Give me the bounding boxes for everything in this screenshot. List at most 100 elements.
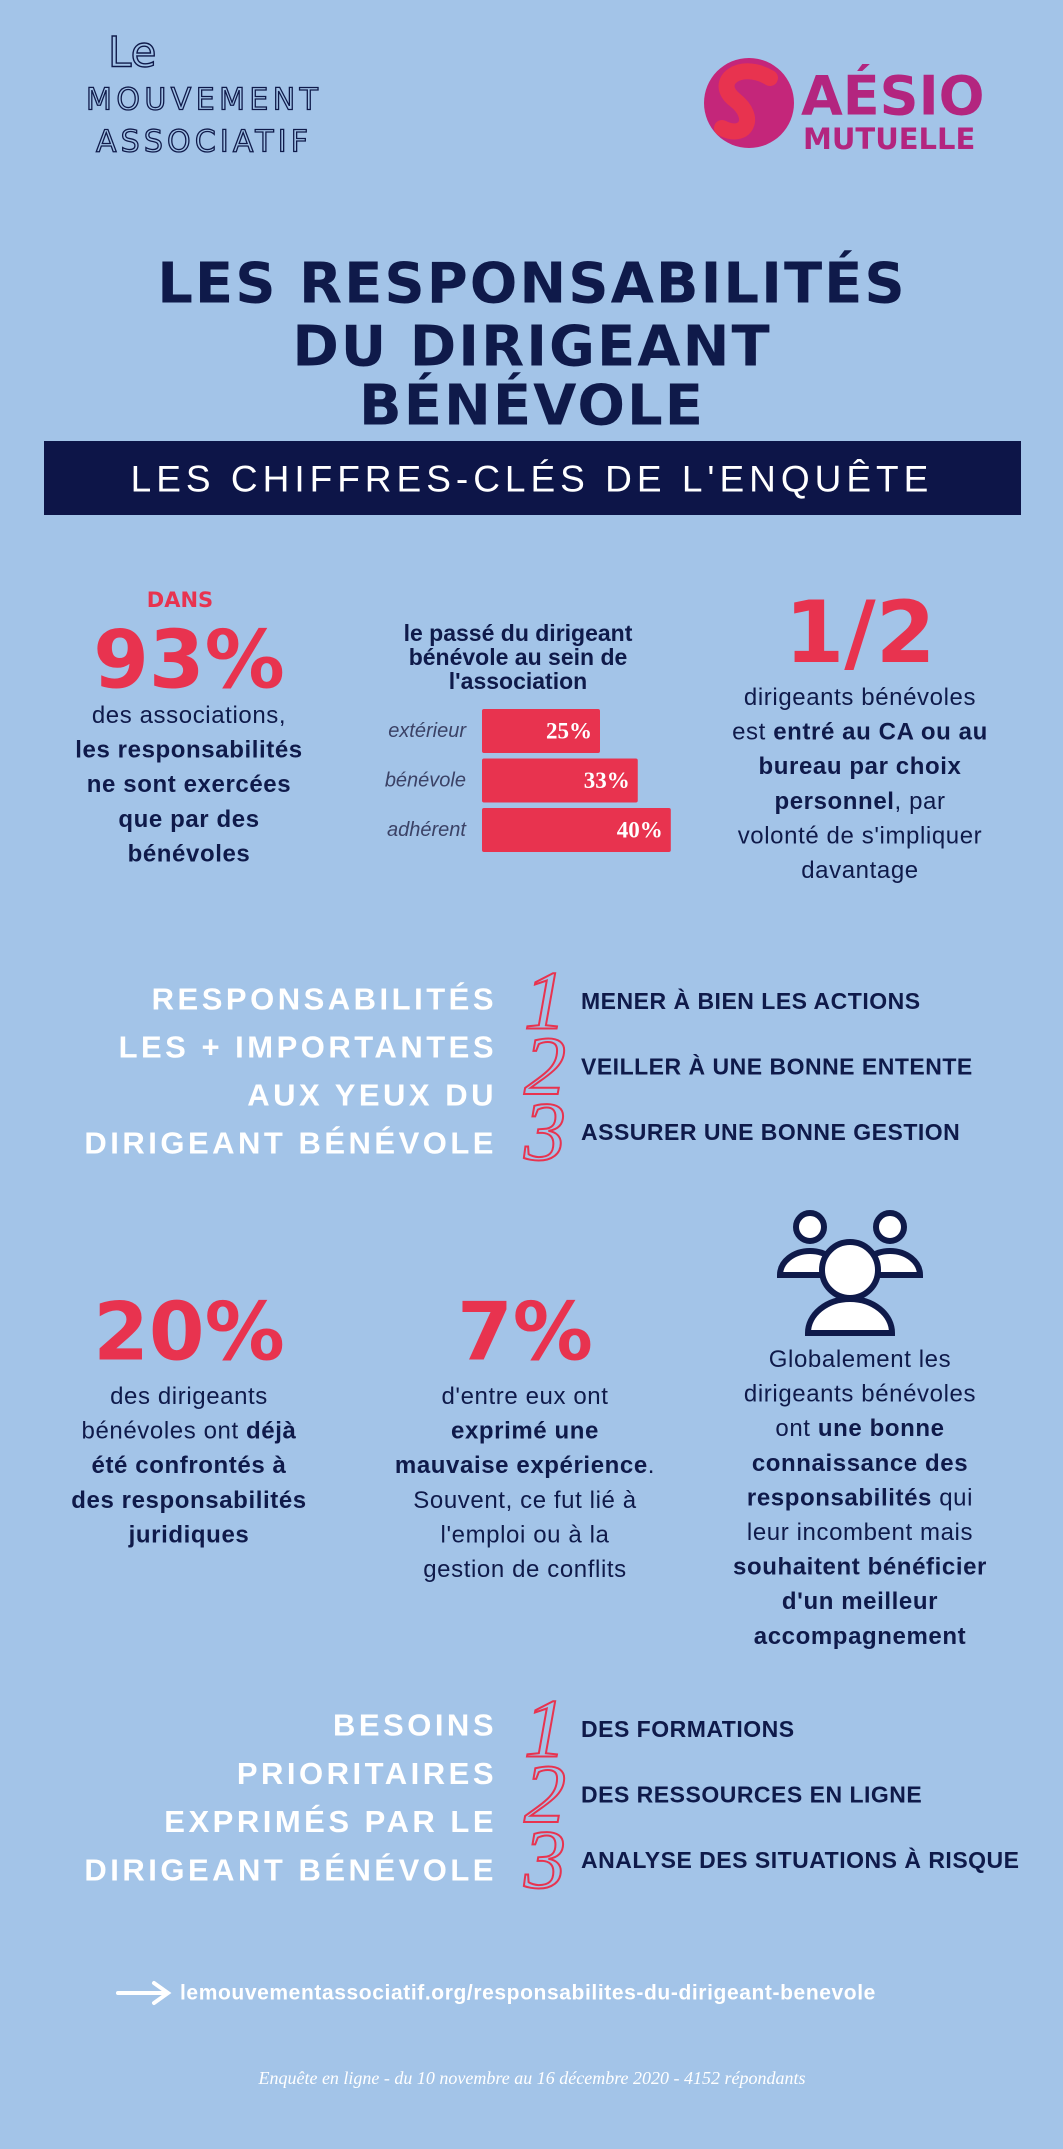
logo-text: Le (108, 28, 157, 77)
paragraph-line: bureau par choix (759, 753, 962, 780)
text-run: dirigeants bénévoles (744, 1380, 976, 1407)
paragraph-line: dirigeants bénévoles (744, 684, 976, 711)
value-label: 40% (617, 818, 663, 843)
text-run-strong: responsabilités (747, 1484, 932, 1511)
logo-text: ASSOCIATIF (96, 125, 308, 160)
paragraph-line: connaissance des (752, 1449, 968, 1476)
key-figure: 7% (457, 1286, 593, 1379)
text-run-strong: souhaitent bénéficier (733, 1553, 987, 1580)
text-run-strong: juridiques (128, 1521, 250, 1548)
text-run: des associations, (92, 702, 286, 729)
text-run-strong: accompagnement (754, 1622, 966, 1649)
text-run-strong: bénévoles (128, 840, 251, 867)
text-run-strong: connaissance des (752, 1449, 968, 1476)
text-run: gestion de conflits (423, 1556, 627, 1583)
link-text[interactable]: lemouvementassociatif.org/responsabilite… (180, 1982, 876, 2005)
rank: 3 (523, 1814, 566, 1907)
logo-text: MOUVEMENT (86, 83, 319, 118)
link[interactable]: lemouvementassociatif.org/responsabilite… (180, 1982, 876, 2005)
section-heading: EXPRIMÉS PAR LE (164, 1804, 497, 1839)
text-run-strong: que par des (118, 805, 259, 832)
paragraph-line: les responsabilités (75, 736, 303, 763)
key-figure: 1/2 (784, 583, 935, 683)
title-line: LES RESPONSABILITÉS (157, 251, 906, 317)
key-figure: 20% (93, 1286, 284, 1379)
paragraph-line: mauvaise expérience. (395, 1452, 655, 1479)
text-run: Souvent, ce fut lié à (413, 1486, 636, 1513)
category-label: bénévole (385, 770, 466, 792)
section-heading: AUX YEUX DU (247, 1078, 497, 1113)
text-run: , par (895, 787, 946, 814)
paragraph-line: davantage (801, 857, 919, 884)
subtitle-banner (44, 441, 1021, 515)
bar (482, 758, 638, 803)
section-heading: BESOINS (333, 1708, 497, 1743)
paragraph-line: ne sont exercées (87, 771, 291, 798)
title-line: DU DIRIGEANT (292, 315, 771, 380)
paragraph-line: leur incombent mais (747, 1519, 973, 1546)
logo-text: MUTUELLE (803, 122, 975, 156)
value-label: 33% (584, 768, 630, 793)
subtitle: LES CHIFFRES-CLÉS DE L'ENQUÊTE (131, 459, 934, 500)
text-run-strong: exprimé une (451, 1417, 599, 1444)
text-run: . (648, 1452, 655, 1479)
chart-title: le passé du dirigeant (404, 620, 633, 646)
paragraph-line: bénévoles (128, 840, 251, 867)
rank: 2 (524, 1748, 566, 1841)
text-run-strong: été confrontés à (92, 1452, 287, 1479)
rank: 1 (524, 1683, 566, 1776)
title-line: BÉNÉVOLE (359, 373, 705, 439)
paragraph-line: Globalement les (769, 1346, 951, 1373)
paragraph-line: que par des (118, 805, 259, 832)
logo-left: Le MOUVEMENT ASSOCIATIF (85, 27, 319, 160)
list-item: DES RESSOURCES EN LIGNE (581, 1782, 922, 1808)
paragraph-line: dirigeants bénévoles (744, 1380, 976, 1407)
bar (482, 808, 671, 852)
text-run-strong: des responsabilités (71, 1486, 307, 1513)
paragraph-line: des associations, (92, 702, 286, 729)
text-run: volonté de s'impliquer (738, 822, 983, 849)
paragraph-line: été confrontés à (92, 1452, 287, 1479)
bar (482, 709, 600, 753)
list-item: MENER À BIEN LES ACTIONS (581, 987, 921, 1014)
text-run-strong: une bonne (818, 1415, 945, 1442)
paragraph-line: est entré au CA ou au (732, 718, 988, 745)
paragraph-line: volonté de s'impliquer (738, 822, 983, 849)
category-label: adhérent (387, 819, 467, 841)
text-run: est (732, 718, 773, 745)
section-heading: DIRIGEANT BÉNÉVOLE (84, 1126, 497, 1161)
text-run: dirigeants bénévoles (744, 684, 976, 711)
text-run-strong: entré au CA ou au (773, 718, 988, 745)
list-item: ANALYSE DES SITUATIONS À RISQUE (581, 1846, 1020, 1873)
kicker: DANS (147, 588, 213, 612)
paragraph-line: souhaitent bénéficier (733, 1553, 987, 1580)
text-run: ont (775, 1415, 817, 1442)
list-item: VEILLER À UNE BONNE ENTENTE (581, 1053, 973, 1080)
title: LES RESPONSABILITÉS DU DIRIGEANT BÉNÉVOL… (157, 251, 906, 439)
list-item: DES FORMATIONS (581, 1716, 795, 1742)
rank: 2 (524, 1020, 566, 1113)
text-run-strong: déjà (246, 1417, 296, 1444)
paragraph-line: exprimé une (451, 1417, 599, 1444)
section-heading: DIRIGEANT BÉNÉVOLE (84, 1852, 497, 1887)
text-run: davantage (801, 857, 919, 884)
text-run: bénévoles ont (82, 1417, 247, 1444)
paragraph-line: des responsabilités (71, 1486, 307, 1513)
text-run: l'emploi ou à la (441, 1521, 610, 1548)
key-figure: 93% (93, 614, 284, 707)
people-icon (776, 1210, 924, 1336)
paragraph-line: bénévoles ont déjà (82, 1417, 297, 1444)
section-heading: LES + IMPORTANTES (119, 1030, 497, 1065)
paragraph-line: Souvent, ce fut lié à (413, 1486, 636, 1513)
text-run: qui (932, 1484, 973, 1511)
list-item: ASSURER UNE BONNE GESTION (581, 1119, 960, 1145)
paragraph-line: ont une bonne (775, 1415, 944, 1442)
paragraph-line: personnel, par (774, 787, 945, 814)
text-run-strong: mauvaise expérience (395, 1452, 648, 1479)
logo-right: AÉSIO MUTUELLE (704, 58, 985, 156)
text-run-strong: les responsabilités (75, 736, 303, 763)
rank: 1 (524, 955, 566, 1048)
